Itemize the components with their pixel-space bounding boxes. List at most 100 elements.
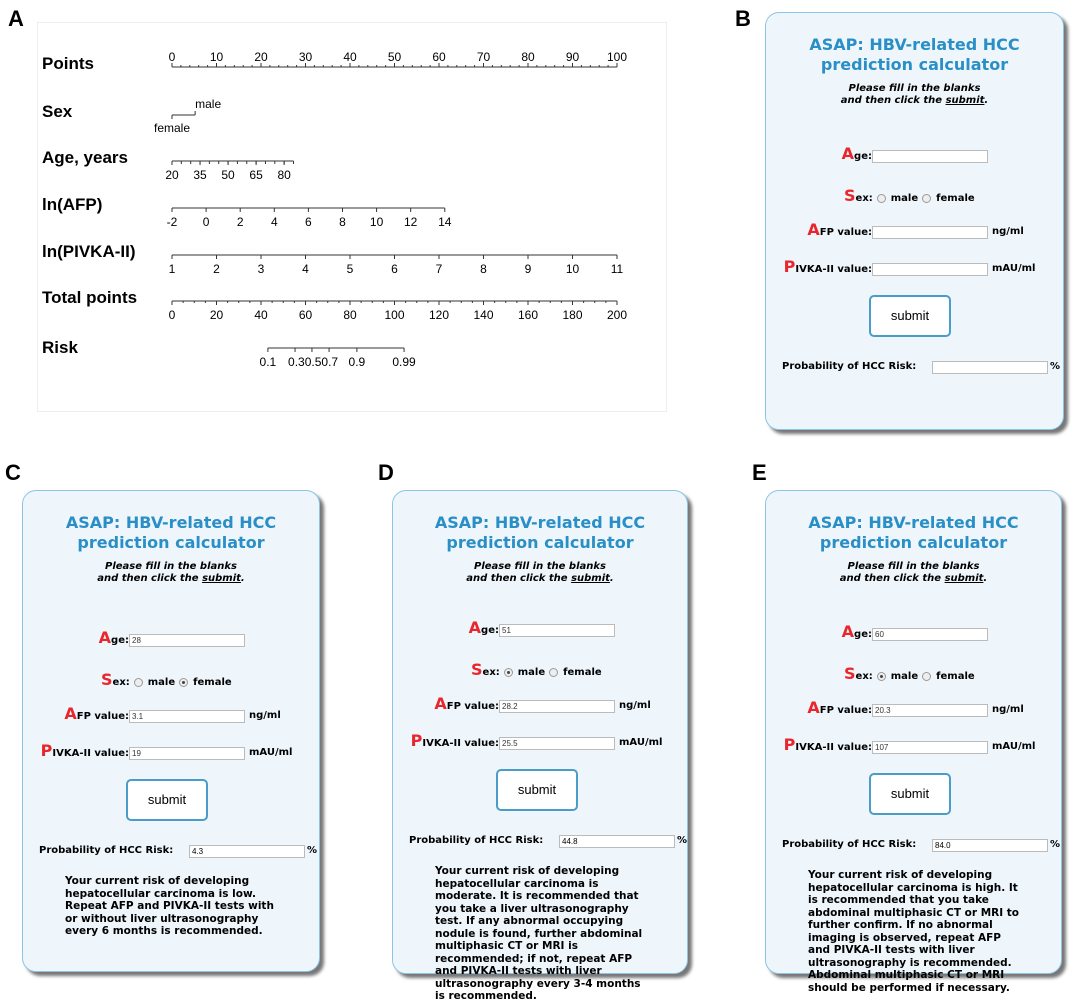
afp-unit: ng/ml [992, 704, 1024, 715]
instruction-text: . [240, 573, 245, 584]
male-option-label[interactable]: male [147, 677, 176, 688]
submit-button[interactable]: submit [869, 295, 951, 337]
instruction-text: and then click the [466, 573, 572, 584]
male-option-label[interactable]: male [890, 671, 919, 682]
probability-label: Probability of HCC Risk: [782, 839, 917, 850]
probability-row: Probability of HCC Risk: 44.8% [409, 835, 703, 848]
title-line: prediction calculator [819, 533, 1008, 552]
label-text: FP value: [819, 705, 872, 716]
label-text: ge: [854, 151, 872, 162]
female-option-label[interactable]: female [936, 671, 975, 682]
male-option-label[interactable]: male [890, 193, 919, 204]
sex-label: ex: [112, 677, 130, 688]
tick-label: 65 [249, 168, 263, 182]
nomogram-panel [37, 22, 667, 412]
age-input[interactable]: 28 [129, 634, 245, 647]
probability-output [932, 361, 1048, 374]
submit-button[interactable]: submit [496, 769, 578, 811]
age-input[interactable] [872, 150, 988, 163]
female-option-label[interactable]: female [193, 677, 232, 688]
panel-label-d: D [378, 460, 394, 485]
label-initial: A [807, 698, 820, 717]
tick-label: 160 [518, 308, 538, 322]
age-input[interactable]: 60 [872, 628, 988, 641]
tick-label: 12 [404, 215, 418, 229]
male-option-label[interactable]: male [517, 667, 546, 678]
submit-button[interactable]: submit [126, 779, 208, 821]
afp-label: AFP value: [807, 220, 872, 239]
row-label-sex: Sex [42, 102, 73, 121]
tick-label: 0.99 [392, 355, 416, 369]
radio-male[interactable] [876, 193, 886, 203]
probability-label: Probability of HCC Risk: [409, 835, 544, 846]
pivka-input[interactable]: 19 [129, 747, 245, 760]
pivka-input[interactable] [872, 263, 988, 276]
age-row: Age: 28 [23, 628, 319, 648]
panel-label-e: E [752, 460, 767, 485]
tick-label: 40 [343, 50, 357, 64]
submit-link[interactable]: submit [202, 573, 241, 584]
tick-label: 60 [432, 50, 446, 64]
probability-label: Probability of HCC Risk: [782, 361, 917, 372]
tick-label: 140 [473, 308, 493, 322]
afp-input[interactable]: 3.1 [129, 710, 245, 723]
tick-label: 10 [370, 215, 384, 229]
afp-input[interactable]: 28.2 [499, 700, 615, 713]
radio-male[interactable] [876, 671, 886, 681]
category-label-female: female [154, 121, 190, 135]
label-text: ge: [111, 635, 129, 646]
title-line: prediction calculator [820, 55, 1009, 74]
radio-female[interactable] [922, 193, 932, 203]
title-line: ASAP: HBV-related HCC [65, 513, 277, 532]
label-text: ge: [481, 625, 499, 636]
instruction-text: and then click the [839, 573, 945, 584]
afp-input[interactable] [872, 226, 988, 239]
tick-label: 80 [277, 168, 291, 182]
pivka-label: PIVKA-II value: [41, 741, 129, 760]
pivka-row: PIVKA-II value: 19 mAU/ml [23, 741, 319, 761]
age-input[interactable]: 51 [499, 624, 615, 637]
instruction-line: Please fill in the blanks [848, 83, 981, 94]
title-line: prediction calculator [446, 533, 634, 552]
pivka-label: PIVKA-II value: [784, 735, 872, 754]
female-option-label[interactable]: female [563, 667, 602, 678]
submit-link[interactable]: submit [945, 95, 985, 106]
row-label-points: Points [42, 54, 94, 73]
radio-male[interactable] [133, 677, 143, 687]
radio-female[interactable] [549, 667, 559, 677]
submit-button[interactable]: submit [869, 773, 951, 815]
calculator-panel-e: ASAP: HBV-related HCC prediction calculat… [765, 490, 1062, 994]
instruction-text: and then click the [97, 573, 203, 584]
calculator-panel-d: ASAP: HBV-related HCC prediction calculat… [392, 490, 688, 1002]
age-row: Age: 60 [766, 622, 1061, 642]
submit-link[interactable]: submit [944, 573, 984, 584]
tick-label: 60 [299, 308, 313, 322]
risk-message: Your current risk of developing hepatoce… [65, 875, 274, 937]
female-option-label[interactable]: female [936, 193, 975, 204]
instruction-line: Please fill in the blanks [105, 561, 237, 572]
category-label-male: male [195, 97, 221, 111]
label-text: FP value: [76, 711, 129, 722]
nomogram: Points 0 10 20 30 40 50 60 70 80 90 100Sexfemalemal… [42, 50, 627, 369]
afp-label: AFP value: [434, 694, 499, 713]
afp-row: AFP value: ng/ml [766, 220, 1063, 240]
pivka-input[interactable]: 107 [872, 741, 988, 754]
label-initial: A [841, 622, 855, 641]
afp-input[interactable]: 20.3 [872, 704, 988, 717]
tick-label: 20 [210, 308, 224, 322]
tick-label: 1 [169, 262, 176, 276]
sex-row: Sex: male female [471, 660, 602, 679]
radio-female[interactable] [179, 677, 189, 687]
radio-male[interactable] [503, 667, 513, 677]
pivka-input[interactable]: 25.5 [499, 737, 615, 750]
panel-label-b: B [735, 6, 751, 31]
label-initial: P [40, 741, 53, 760]
instruction-text: . [983, 573, 988, 584]
calculator-panel-c: ASAP: HBV-related HCC prediction calculat… [22, 490, 320, 972]
age-label: Age: [99, 628, 129, 647]
submit-link[interactable]: submit [571, 573, 610, 584]
instructions: Please fill in the blanks and then click … [23, 561, 319, 585]
radio-female[interactable] [922, 671, 932, 681]
risk-message: Your current risk of developing hepatoce… [435, 865, 643, 1002]
instruction-text: . [984, 95, 989, 106]
